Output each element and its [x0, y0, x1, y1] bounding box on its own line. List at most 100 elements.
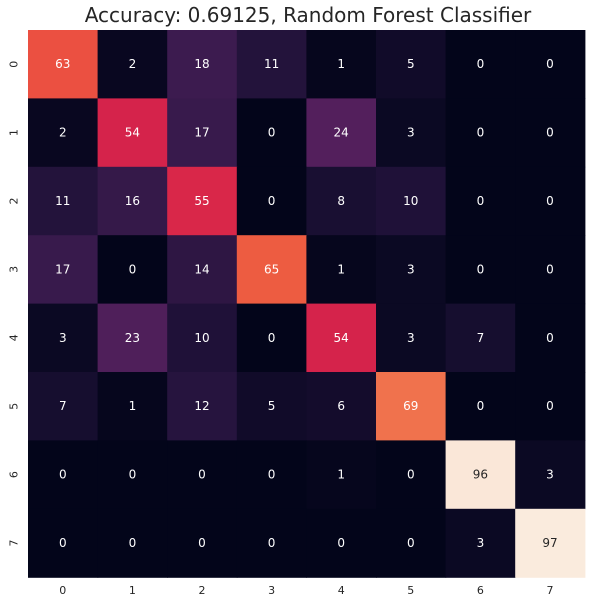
- y-tick-label: 1: [8, 129, 21, 136]
- x-tick-label: 6: [477, 584, 484, 597]
- heatmap-cell: [236, 30, 307, 99]
- y-tick-label: 5: [8, 403, 21, 410]
- heatmap-cell: [28, 98, 99, 168]
- heatmap-cell-label: 11: [264, 57, 279, 71]
- heatmap-cell: [167, 235, 238, 305]
- heatmap-cell: [306, 98, 377, 168]
- heatmap-cell: [515, 166, 586, 236]
- heatmap-cell-label: 23: [125, 331, 140, 345]
- heatmap-cell-label: 0: [268, 194, 276, 208]
- heatmap-cell: [515, 440, 586, 510]
- heatmap-cell: [167, 440, 238, 510]
- heatmap-cell: [515, 235, 586, 305]
- heatmap-cell: [445, 508, 516, 578]
- heatmap-cell: [28, 372, 99, 441]
- heatmap-cell-label: 69: [403, 399, 418, 413]
- heatmap-cell: [306, 508, 377, 578]
- heatmap-cell: [445, 30, 516, 99]
- heatmap-cell-label: 5: [407, 57, 415, 71]
- heatmap-cell-label: 2: [129, 57, 137, 71]
- heatmap-cell-label: 0: [477, 57, 485, 71]
- heatmap-cell-label: 0: [407, 468, 415, 482]
- heatmap-cell-label: 0: [477, 126, 485, 140]
- heatmap-cell: [97, 30, 168, 99]
- heatmap-cell-label: 7: [59, 399, 67, 413]
- heatmap-cell-label: 0: [407, 536, 415, 550]
- heatmap-cell: [515, 372, 586, 441]
- heatmap-cell: [97, 98, 168, 168]
- heatmap-cell-label: 0: [268, 331, 276, 345]
- heatmap-cell: [97, 303, 168, 373]
- heatmap-cell-label: 3: [407, 126, 415, 140]
- heatmap-cell: [236, 372, 307, 441]
- heatmap-cell-label: 16: [125, 194, 140, 208]
- heatmap-cell: [236, 166, 307, 236]
- heatmap-cell: [306, 30, 377, 99]
- heatmap-cell: [515, 303, 586, 373]
- heatmap-cell-label: 0: [268, 468, 276, 482]
- heatmap-cell-label: 0: [546, 262, 554, 276]
- heatmap-cell-labels: 63 2 18 11 1 5 0 02 54 17 0 24 3 0 011 16 55 0 8 10 0 017 0 14 6…: [55, 57, 557, 550]
- heatmap-cell-label: 0: [546, 194, 554, 208]
- heatmap-cell: [167, 166, 238, 236]
- heatmap-cell-label: 54: [334, 331, 349, 345]
- heatmap-cell-label: 0: [129, 468, 137, 482]
- heatmap-cell-label: 0: [477, 262, 485, 276]
- heatmap-cell: [376, 30, 447, 99]
- heatmap-cell: [445, 235, 516, 305]
- heatmap-cell-label: 65: [264, 262, 279, 276]
- heatmap-cell-label: 14: [194, 262, 209, 276]
- heatmap-cell: [167, 98, 238, 168]
- heatmap-cell-label: 63: [55, 57, 70, 71]
- heatmap-cell-label: 54: [125, 126, 140, 140]
- y-tick-label: 0: [8, 61, 21, 68]
- heatmap-cell-label: 2: [59, 126, 67, 140]
- heatmap-cell: [515, 30, 586, 99]
- heatmap-cell: [236, 98, 307, 168]
- heatmap-cell-label: 0: [268, 536, 276, 550]
- heatmap-cell-label: 0: [546, 126, 554, 140]
- heatmap-cell: [97, 440, 168, 510]
- x-axis-tick-labels: 0 1 2 3 4 5 6 7: [59, 584, 553, 597]
- heatmap-cell-label: 0: [129, 262, 137, 276]
- heatmap-cell-label: 0: [546, 57, 554, 71]
- heatmap-cell: [306, 235, 377, 305]
- heatmap-cell-label: 6: [337, 399, 345, 413]
- heatmap-cell: [28, 235, 99, 305]
- heatmap-cell-label: 3: [477, 536, 485, 550]
- heatmap-cell: [97, 166, 168, 236]
- heatmap-cell: [236, 235, 307, 305]
- x-tick-label: 1: [129, 584, 136, 597]
- heatmap-cell: [97, 235, 168, 305]
- heatmap-cells: [28, 30, 586, 578]
- heatmap-cell-label: 10: [194, 331, 209, 345]
- heatmap-cell: [445, 166, 516, 236]
- heatmap-cell: [445, 372, 516, 441]
- heatmap-cell: [97, 372, 168, 441]
- heatmap-cell-label: 18: [194, 57, 209, 71]
- heatmap-cell-label: 0: [198, 468, 206, 482]
- heatmap-cell-label: 17: [194, 126, 209, 140]
- heatmap-cell-label: 24: [334, 126, 349, 140]
- heatmap-cell: [167, 372, 238, 441]
- heatmap-cell-label: 7: [477, 331, 485, 345]
- y-tick-label: 4: [8, 334, 21, 341]
- heatmap-cell: [306, 372, 377, 441]
- y-tick-label: 2: [8, 198, 21, 205]
- heatmap-cell-label: 0: [546, 331, 554, 345]
- heatmap-cell-label: 96: [473, 468, 488, 482]
- heatmap-cell: [376, 166, 447, 236]
- heatmap-cell: [515, 508, 586, 578]
- heatmap-cell: [376, 303, 447, 373]
- heatmap-cell-label: 3: [59, 331, 67, 345]
- x-tick-label: 4: [338, 584, 345, 597]
- heatmap-cell-label: 0: [198, 536, 206, 550]
- heatmap-cell: [236, 508, 307, 578]
- y-tick-label: 7: [8, 540, 21, 547]
- heatmap-cell: [445, 440, 516, 510]
- heatmap-cell-label: 0: [268, 126, 276, 140]
- y-tick-label: 3: [8, 266, 21, 273]
- heatmap-cell: [167, 508, 238, 578]
- heatmap-cell: [28, 508, 99, 578]
